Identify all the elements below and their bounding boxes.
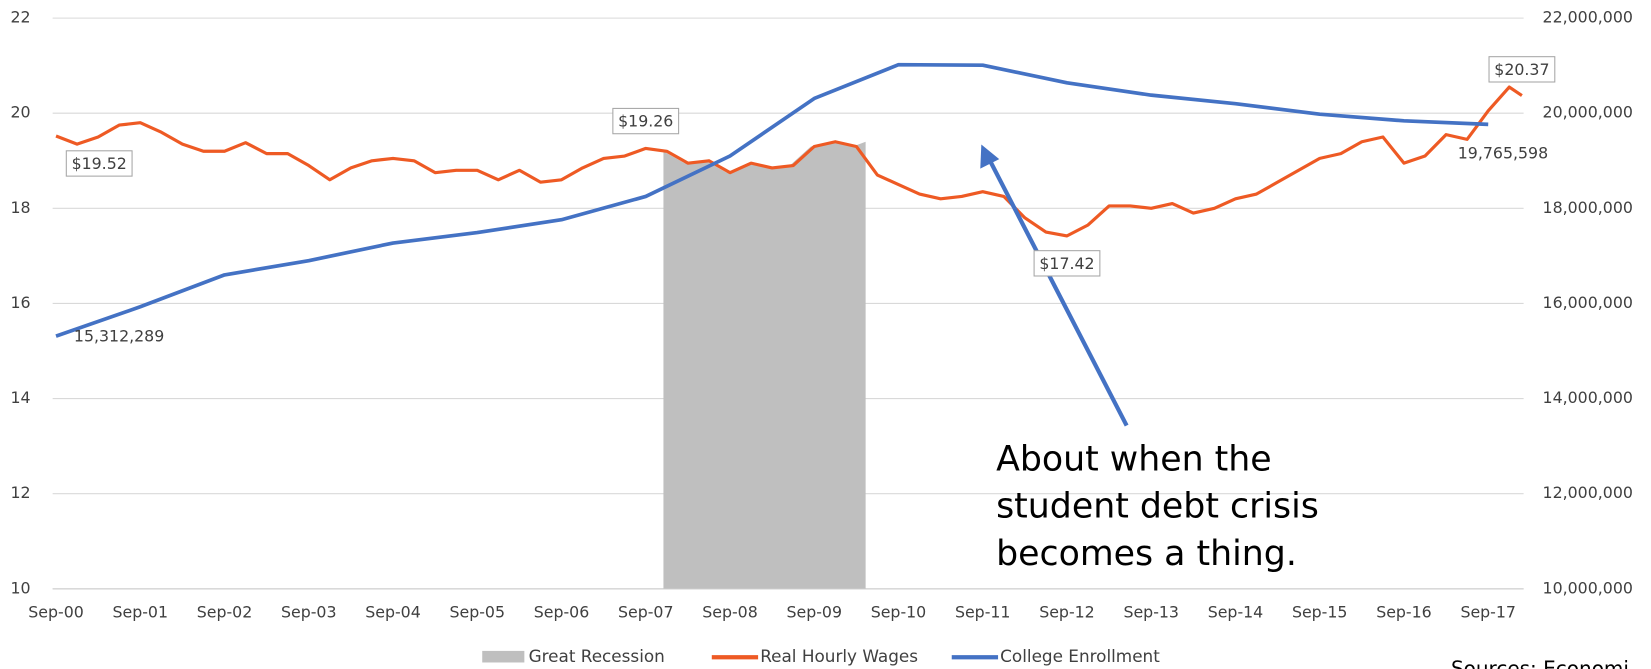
line [55, 62, 1489, 338]
label-box [612, 107, 680, 135]
y2-tick-label: 16,000,000 [1543, 293, 1633, 312]
data-label-box: $17.42 [1033, 250, 1101, 277]
x-tick-label: Sep-13 [1123, 603, 1179, 622]
x-tick-label: Sep-10 [871, 603, 927, 622]
x-tick-label: Sep-04 [365, 603, 421, 622]
annotation-arrow [980, 144, 1129, 427]
x-tick-label: Sep-12 [1039, 603, 1095, 622]
legend: Great Recession Real Hourly Wages College … [482, 646, 1160, 666]
x-tick-label: Sep-08 [702, 603, 758, 622]
data-label: $17.42 [1039, 254, 1094, 273]
x-tick-label: Sep-05 [449, 603, 505, 622]
y-tick-label: 14 [11, 388, 31, 407]
area [663, 141, 866, 589]
data-label: 15,312,289 [74, 327, 164, 346]
x-tick-label: Sep-03 [281, 603, 337, 622]
y2-tick-label: 10,000,000 [1543, 578, 1633, 597]
annotation: student debt crisis [996, 487, 1319, 527]
x-tick-label: Sep-14 [1208, 603, 1264, 622]
x-tick-label: Sep-17 [1460, 603, 1516, 622]
x-tick-label: Sep-02 [197, 603, 253, 622]
data-label-box: $19.26 [612, 107, 680, 135]
legend-label: Real Hourly Wages [760, 646, 918, 666]
x-tick-label: Sep-16 [1376, 603, 1432, 622]
label-box [1488, 56, 1556, 83]
legend-label: College Enrollment [1000, 646, 1160, 666]
annotation: becomes a thing. [996, 534, 1297, 574]
y2-tick-label: 18,000,000 [1543, 198, 1633, 217]
y-tick-label: 12 [11, 483, 31, 502]
y2-tick-label: 20,000,000 [1543, 103, 1633, 122]
data-label-box: $20.37 [1488, 56, 1556, 83]
source: Sources: Economi [1451, 656, 1629, 669]
y2-tick-label: 22,000,000 [1543, 8, 1633, 27]
y-tick-label: 18 [11, 198, 31, 217]
x-tick-label: Sep-15 [1292, 603, 1348, 622]
label-box [1033, 250, 1101, 277]
line [55, 85, 1523, 238]
x-tick-label: Sep-11 [955, 603, 1011, 622]
x-tick-label: Sep-07 [618, 603, 674, 622]
y-tick-label: 22 [11, 8, 31, 27]
annotation: About when the [996, 439, 1272, 479]
data-label: $19.26 [618, 112, 673, 131]
legend-swatch [482, 650, 525, 663]
data-label: $20.37 [1494, 60, 1549, 79]
plot: 10 12 14 16 18 20 22 10,000,000 12,000,000 14,000… [11, 8, 1633, 622]
y2-tick-label: 12,000,000 [1543, 483, 1633, 502]
x-tick-label: Sep-06 [534, 603, 590, 622]
label-box [65, 150, 133, 177]
x-tick-label: Sep-09 [786, 603, 842, 622]
data-label-box: $19.52 [65, 150, 133, 177]
x-tick-label: Sep-01 [112, 603, 168, 622]
y-tick-label: 20 [11, 103, 31, 122]
y2-tick-label: 14,000,000 [1543, 388, 1633, 407]
legend-label: Great Recession [529, 646, 665, 666]
y-tick-label: 16 [11, 293, 31, 312]
data-label: $19.52 [72, 154, 127, 173]
data-label: 19,765,598 [1458, 143, 1548, 162]
x-tick-label: Sep-00 [28, 603, 84, 622]
y-tick-label: 10 [11, 578, 31, 597]
